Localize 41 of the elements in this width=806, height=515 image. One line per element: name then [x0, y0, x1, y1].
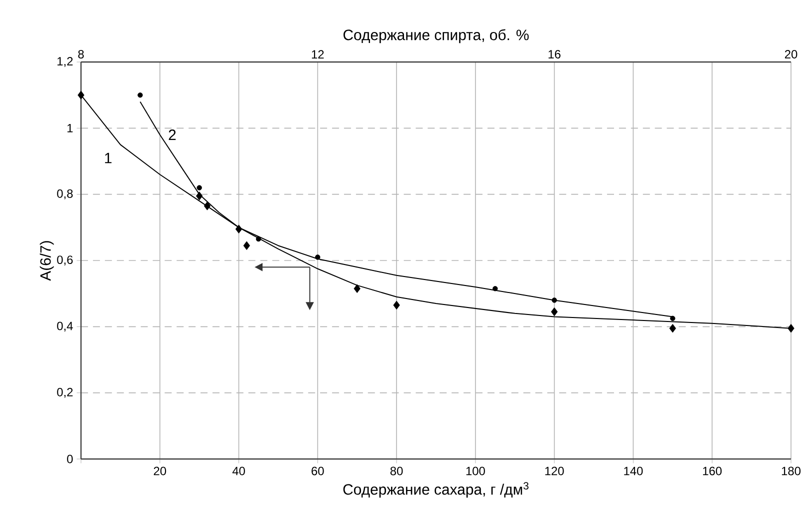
y-tick-label: 1,2 [58, 57, 73, 67]
y-axis-title: A(6/7) [40, 241, 54, 281]
x2-tick-label: 20 [784, 50, 798, 58]
y-tick-label: 0,6 [57, 256, 73, 266]
point [256, 236, 262, 242]
x-tick-label: 60 [312, 466, 324, 476]
x-tick-label: 120 [545, 466, 564, 476]
y-tick-label: 0 [67, 454, 73, 464]
x-axis-title: Содержание сахара, г /дм$^{3}$ [343, 482, 528, 498]
series-label: 2 [168, 130, 176, 140]
x2-tick-label: 16 [548, 50, 560, 58]
point [788, 324, 794, 333]
series-label: 1 [105, 152, 112, 164]
x-tick-label: 80 [390, 466, 403, 476]
point [393, 300, 400, 310]
point [669, 324, 676, 333]
point [78, 90, 84, 100]
y-tick-label: 1 [67, 124, 73, 132]
x2-tick-label: 8 [78, 50, 84, 58]
x-tick-label: 20 [154, 466, 166, 476]
x-tick-label: 160 [703, 466, 722, 476]
point [670, 316, 676, 321]
x2-axis-title: Содержание спирта, об. % [344, 29, 529, 44]
x-tick-label: 140 [624, 466, 643, 476]
x-tick-label: 180 [782, 466, 801, 476]
point [551, 307, 558, 316]
point [243, 241, 250, 250]
y-tick-label: 0,4 [57, 322, 73, 332]
y-tick-label: 0,2 [57, 388, 73, 398]
point [196, 192, 203, 200]
x2-tick-label: 12 [312, 50, 324, 58]
x-tick-label: 40 [232, 466, 245, 476]
point [354, 284, 360, 294]
point [138, 92, 143, 98]
point [552, 298, 557, 303]
x-tick-label: 100 [466, 466, 485, 476]
point [204, 202, 211, 210]
y-tick-label: 0,8 [57, 189, 73, 200]
point [315, 254, 320, 260]
point [492, 286, 498, 292]
point [196, 185, 202, 190]
